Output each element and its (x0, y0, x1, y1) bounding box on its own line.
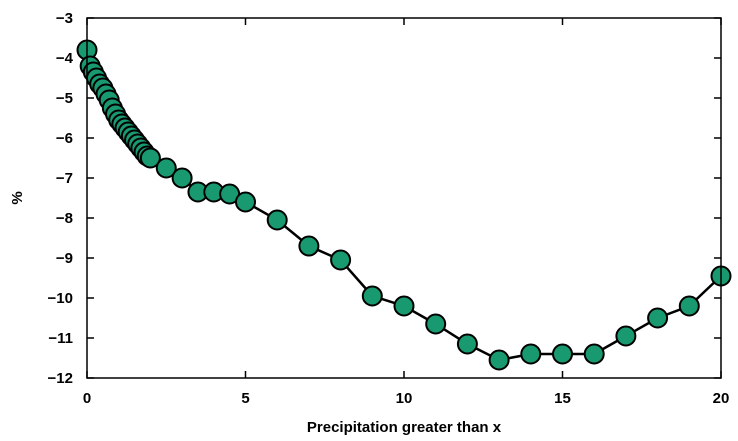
data-point (488, 349, 510, 371)
y-tick-label: −6 (56, 130, 73, 147)
plot-series (76, 39, 732, 371)
data-point (235, 191, 256, 213)
y-tick-label: −3 (56, 10, 73, 27)
y-tick-label: −11 (48, 330, 73, 347)
data-point (456, 333, 478, 355)
data-point (330, 249, 352, 271)
y-tick-label: −7 (56, 170, 73, 187)
y-tick-label: −8 (56, 210, 73, 227)
data-point (647, 307, 669, 329)
data-point (139, 147, 161, 169)
y-axis-title: % (9, 191, 26, 204)
data-point (155, 157, 177, 179)
y-tick-label: −5 (56, 90, 73, 107)
plot-frame (86, 17, 722, 379)
data-point (298, 235, 320, 257)
data-point (171, 167, 193, 189)
x-tick-label: 10 (396, 390, 413, 407)
x-tick-label: 15 (554, 390, 571, 407)
data-point (583, 343, 605, 365)
y-tick-label: −10 (48, 290, 73, 307)
data-point (520, 343, 542, 365)
x-axis-title: Precipitation greater than x (307, 419, 502, 436)
y-tick-label: −12 (48, 370, 73, 387)
y-axis-ticks: −3 −4 −5 −6 −7 −8 −9 −10 −11 −12 (48, 10, 721, 387)
x-tick-label: 20 (713, 390, 730, 407)
y-tick-label: −9 (56, 250, 73, 267)
data-point (678, 295, 700, 317)
x-tick-label: 0 (83, 390, 91, 407)
data-point (393, 295, 415, 317)
data-point (361, 285, 383, 307)
data-point (425, 313, 447, 335)
y-tick-label: −4 (56, 50, 74, 67)
data-point (615, 325, 637, 347)
x-tick-label: 5 (241, 390, 249, 407)
data-point (266, 209, 288, 231)
x-axis-ticks: 0 5 10 15 20 (83, 18, 730, 407)
data-point (552, 343, 573, 365)
